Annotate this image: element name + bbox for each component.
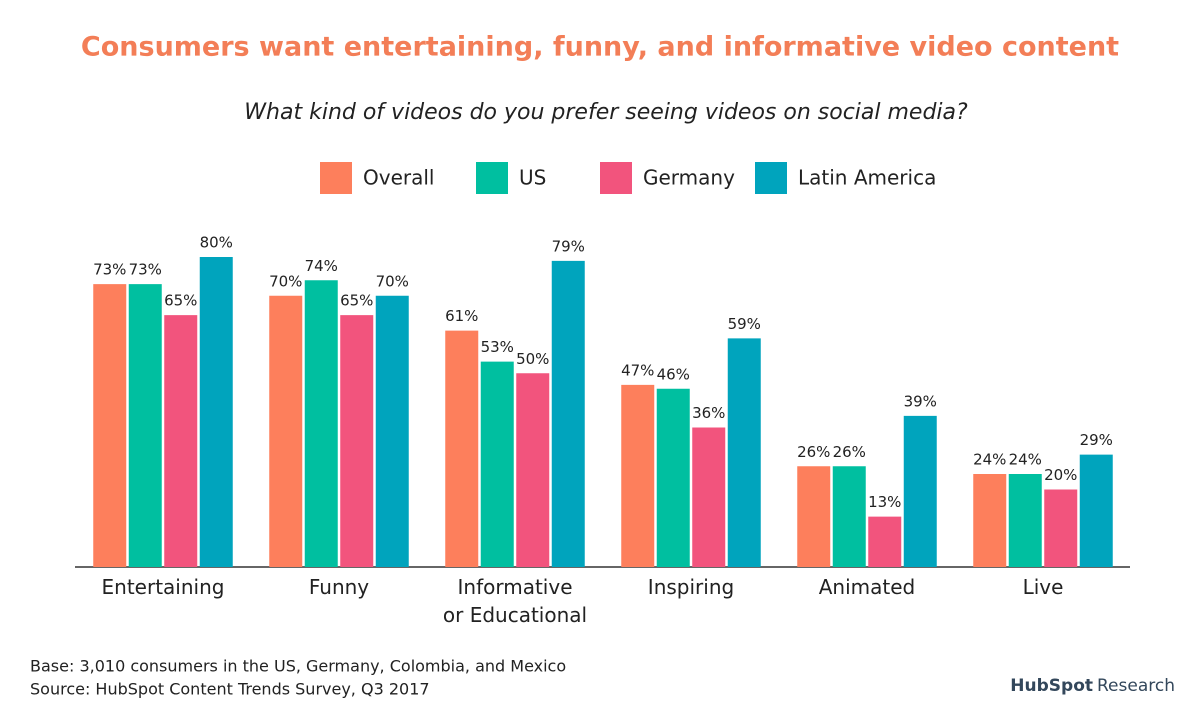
footnote: Source: HubSpot Content Trends Survey, Q… [30, 680, 430, 699]
value-label: 73% [129, 261, 162, 279]
value-label: 70% [269, 272, 302, 290]
bar [340, 315, 374, 567]
x-tick-label: Inspiring [647, 575, 735, 599]
value-label: 36% [692, 404, 725, 422]
logo-subtext: Research [1097, 676, 1175, 696]
legend-label: Overall [363, 166, 434, 190]
bar [551, 260, 585, 567]
value-label: 65% [164, 292, 197, 310]
bar [93, 284, 127, 567]
bar [516, 373, 550, 567]
value-label: 80% [200, 234, 233, 252]
legend-label: Latin America [798, 166, 936, 190]
value-label: 61% [445, 307, 478, 325]
bar [973, 474, 1007, 567]
bar [269, 295, 303, 567]
value-label: 74% [305, 257, 338, 275]
value-label: 53% [481, 338, 514, 356]
bar [375, 295, 409, 567]
value-label: 70% [376, 272, 409, 290]
bar [832, 466, 866, 567]
bar [445, 330, 479, 567]
value-label: 24% [1009, 451, 1042, 469]
value-label: 39% [904, 392, 937, 410]
x-tick-label: Entertaining [101, 575, 225, 599]
bar [480, 361, 514, 567]
bar [304, 280, 338, 567]
bar [199, 257, 233, 567]
value-label: 65% [340, 292, 373, 310]
bar [903, 415, 937, 567]
value-label: 79% [552, 237, 585, 255]
bar [656, 388, 690, 567]
value-label: 59% [728, 315, 761, 333]
value-label: 13% [868, 493, 901, 511]
bar [727, 338, 761, 567]
value-label: 46% [657, 365, 690, 383]
legend-swatch [755, 162, 787, 194]
footnote: Base: 3,010 consumers in the US, Germany… [30, 657, 566, 676]
x-tick-label: Animated [818, 575, 916, 599]
x-tick-label: Live [1022, 575, 1064, 599]
value-label: 29% [1080, 431, 1113, 449]
legend-swatch [476, 162, 508, 194]
bar [1079, 454, 1113, 567]
value-label: 24% [973, 451, 1006, 469]
value-label: 20% [1044, 466, 1077, 484]
bar [797, 466, 831, 567]
value-label: 47% [621, 361, 654, 379]
legend-label: Germany [643, 166, 735, 190]
x-tick-label: Informative or Educational [442, 575, 588, 627]
bar [164, 315, 198, 567]
chart-subtitle: What kind of videos do you prefer seeing… [244, 100, 968, 125]
value-label: 26% [833, 443, 866, 461]
legend-swatch [320, 162, 352, 194]
bar [692, 427, 726, 567]
bar [128, 284, 162, 567]
x-tick-label: Funny [308, 575, 370, 599]
legend-swatch [600, 162, 632, 194]
value-label: 26% [797, 443, 830, 461]
legend-label: US [519, 166, 546, 190]
bar [621, 384, 655, 567]
logo: HubSpot [1010, 676, 1093, 696]
value-label: 73% [93, 261, 126, 279]
chart-title: Consumers want entertaining, funny, and … [81, 32, 1119, 63]
bar [1008, 474, 1042, 567]
bar [1044, 489, 1078, 567]
value-label: 50% [516, 350, 549, 368]
bar [868, 516, 902, 567]
